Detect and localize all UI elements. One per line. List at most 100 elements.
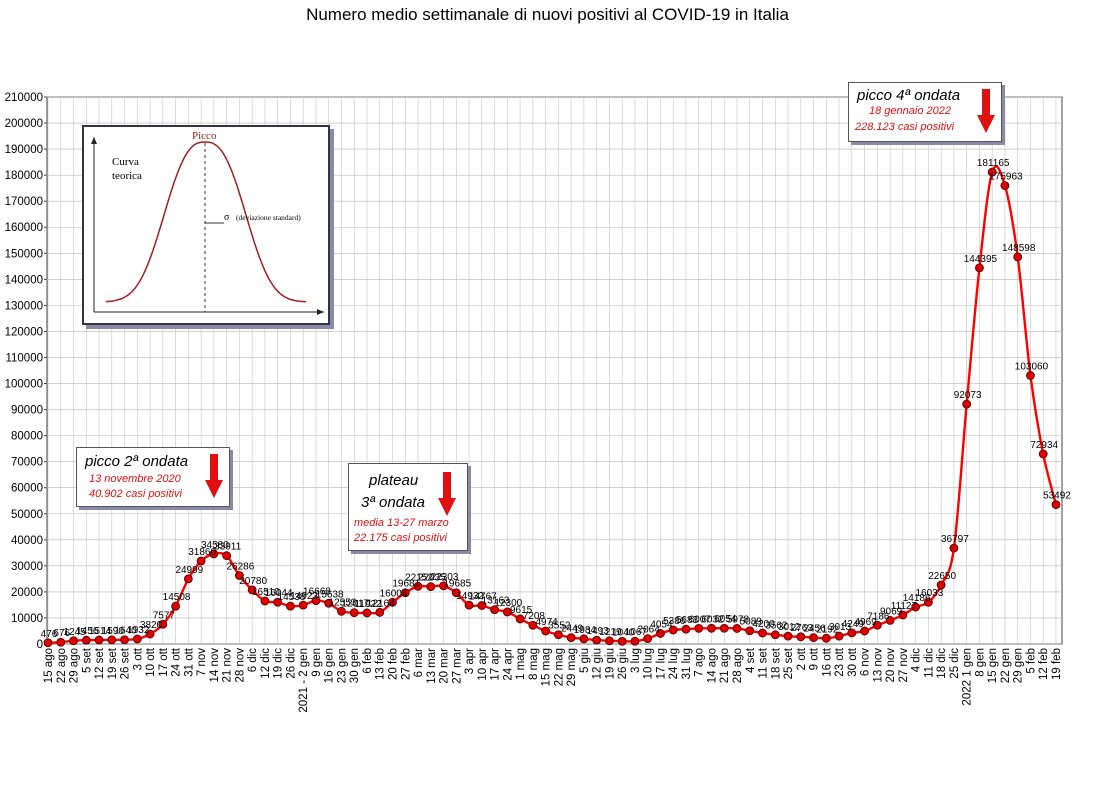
x-tick-label: 21 ago: [719, 648, 731, 683]
data-label: 6054: [714, 614, 737, 625]
inset-y-arrow-icon: [91, 137, 97, 144]
data-point: [1000, 181, 1010, 191]
data-point: [56, 637, 66, 647]
x-axis-ticks: 15 ago 22 ago 29 ago 5 set 12 set 19 set 26 se…: [43, 647, 1063, 712]
data-point: [796, 632, 806, 642]
data-point: [541, 626, 551, 636]
data-point: [515, 614, 525, 624]
data-point: [107, 635, 117, 645]
data-label: 4969: [854, 617, 877, 628]
data-point: [400, 588, 410, 598]
annotation-wave3: plateau 3ª ondata media 13-27 marzo 22.1…: [348, 463, 468, 551]
data-point: [553, 630, 563, 640]
y-tick-label: 150000: [5, 248, 43, 260]
data-point: [337, 606, 346, 616]
x-tick-label: 17 lug: [655, 648, 667, 679]
wave3-date: media 13-27 marzo: [354, 517, 449, 529]
x-tick-label: 24 ott: [171, 647, 183, 677]
data-label: 2192: [816, 624, 839, 635]
y-tick-label: 60000: [11, 483, 43, 495]
y-tick-label: 210000: [5, 92, 43, 104]
data-label: 4200: [752, 619, 775, 630]
data-point: [1013, 252, 1023, 262]
x-tick-label: 12 giu: [592, 648, 604, 679]
data-label: 34580: [201, 540, 229, 551]
x-tick-label: 22 ago: [56, 648, 68, 683]
data-point: [592, 635, 602, 645]
y-tick-label: 170000: [5, 196, 43, 208]
annotation-wave4: picco 4ª ondata 18 gennaio 2022 228.123 …: [848, 82, 1002, 142]
data-label: 1493: [587, 626, 610, 637]
data-point: [911, 602, 921, 612]
wave4-title: picco 4ª ondata: [857, 87, 961, 104]
wave2-cases: 40.902 casi positivi: [89, 488, 182, 500]
data-point: [234, 571, 244, 580]
data-point: [464, 600, 474, 610]
data-point: [1026, 371, 1035, 380]
data-label: 33911: [214, 542, 242, 553]
data-point: [962, 399, 972, 409]
y-tick-label: 200000: [5, 118, 43, 130]
x-tick-label: 22 mag: [553, 648, 565, 686]
data-point: [349, 608, 359, 618]
data-label: 1590: [102, 626, 125, 637]
data-label: 1640: [114, 626, 137, 637]
data-label: 14508: [163, 592, 191, 603]
x-tick-label: 2022 1 gen: [962, 648, 974, 706]
data-point: [477, 601, 487, 610]
data-label: 6032: [701, 614, 724, 625]
x-tick-label: 7 nov: [196, 648, 208, 676]
data-point: [490, 605, 499, 615]
y-tick-label: 10000: [11, 613, 43, 625]
x-tick-label: 6 mar: [413, 648, 425, 678]
data-point: [362, 608, 372, 618]
data-point: [834, 631, 844, 641]
data-point: [975, 263, 984, 273]
x-tick-label: 27 nov: [898, 648, 910, 683]
data-label: 7577: [153, 610, 176, 621]
data-label: 103060: [1015, 362, 1049, 373]
data-point: [388, 597, 397, 607]
x-tick-label: 13 mar: [426, 648, 438, 684]
x-tick-label: 10 lug: [643, 648, 655, 679]
data-label: 36797: [941, 534, 969, 545]
y-tick-label: 0: [37, 639, 43, 651]
data-label: 19685: [443, 579, 471, 590]
data-label: 19681: [392, 579, 420, 590]
data-point: [426, 582, 436, 592]
y-tick-label: 120000: [5, 326, 43, 338]
data-label: 22303: [431, 572, 459, 583]
x-tick-label: 27 mar: [451, 648, 463, 684]
x-tick-label: 14 nov: [209, 648, 221, 683]
data-point: [158, 619, 168, 629]
x-tick-label: 11 dic: [923, 648, 935, 678]
y-tick-label: 160000: [5, 222, 43, 234]
x-tick-label: 19 dic: [273, 648, 285, 679]
wave3-title-1: plateau: [369, 472, 419, 489]
x-tick-label: 5 feb: [1025, 648, 1037, 674]
data-label: 53492: [1043, 491, 1071, 502]
data-point: [502, 607, 512, 617]
x-tick-label: 14 ago: [706, 648, 718, 683]
data-point: [732, 624, 742, 633]
x-tick-label: 5 giu: [579, 648, 591, 673]
x-tick-label: 8 mag: [528, 648, 540, 680]
data-point: [1038, 449, 1048, 459]
data-label: 31860: [188, 547, 216, 558]
wave4-cases: 228.123 casi positivi: [855, 121, 955, 133]
x-tick-label: 1 mag: [515, 648, 527, 680]
y-tick-label: 100000: [5, 379, 43, 391]
data-label: 7208: [523, 611, 546, 622]
data-label: 1456: [76, 626, 99, 637]
x-tick-label: 3 ott: [132, 647, 144, 670]
data-label: 4054: [650, 619, 673, 630]
inset-sigma-label: σ: [224, 212, 230, 223]
x-tick-label: 29 ago: [69, 648, 81, 683]
x-tick-label: 10 apr: [477, 648, 489, 681]
data-label: 20780: [239, 576, 267, 587]
data-point: [566, 633, 576, 643]
data-point: [694, 623, 704, 633]
data-point: [81, 635, 91, 645]
x-tick-label: 26 dic: [285, 648, 297, 679]
data-label: 1067: [625, 627, 648, 638]
